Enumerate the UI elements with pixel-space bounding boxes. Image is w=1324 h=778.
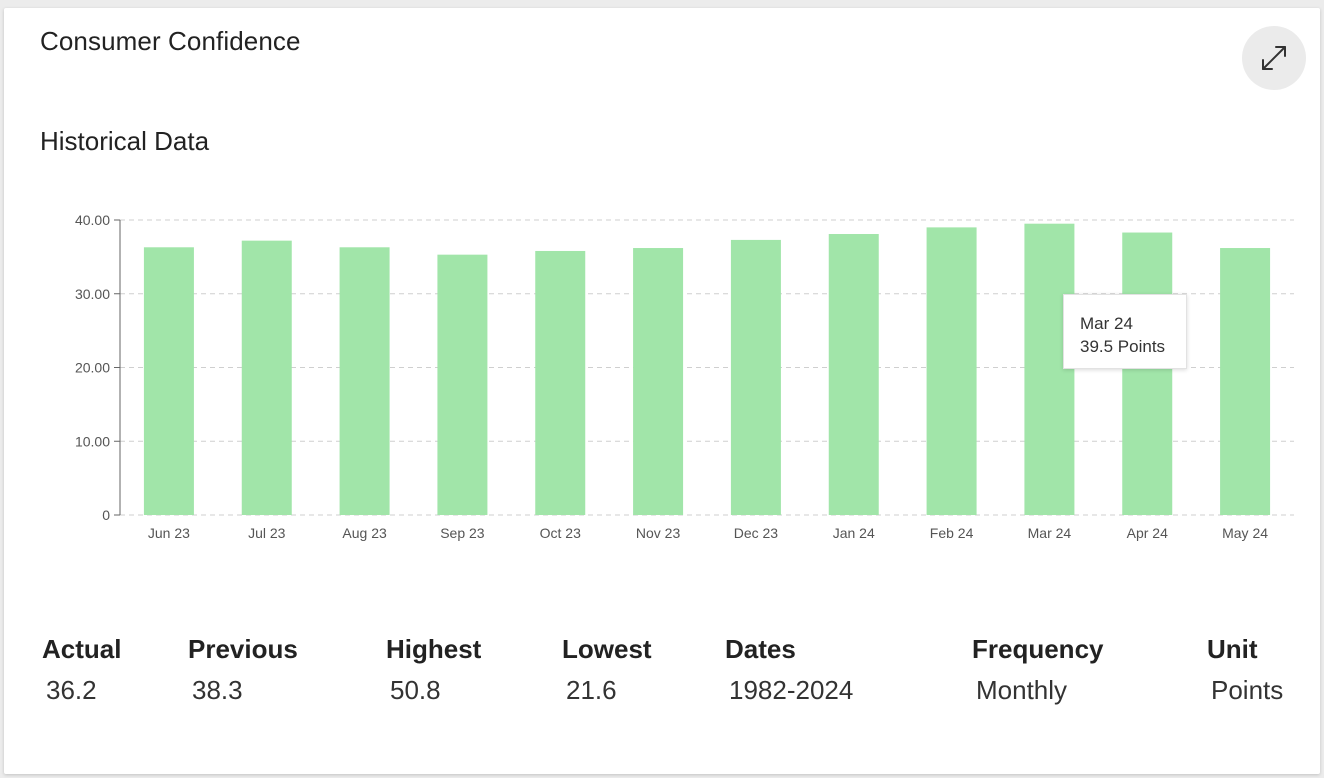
- bar: [437, 254, 488, 515]
- expand-button[interactable]: [1242, 26, 1306, 90]
- bar: [730, 239, 781, 515]
- expand-arrows-icon: [1262, 46, 1286, 70]
- bar: [339, 247, 390, 515]
- x-tick-label: Aug 23: [342, 525, 387, 541]
- y-tick-label: 10.00: [75, 433, 110, 449]
- tooltip-category: Mar 24: [1080, 314, 1133, 333]
- consumer-confidence-card: Consumer Confidence Historical Data 0 10.…: [4, 8, 1320, 774]
- card-title: Consumer Confidence: [40, 26, 301, 56]
- x-tick-label: Sep 23: [440, 525, 485, 541]
- x-tick-label: Jul 23: [248, 525, 286, 541]
- bar: [1024, 223, 1075, 515]
- section-title: Historical Data: [40, 126, 210, 156]
- stat-label: Frequency: [972, 634, 1104, 664]
- x-tick-label: May 24: [1222, 525, 1268, 541]
- x-tick-label: Oct 23: [540, 525, 581, 541]
- stat-actual: Actual 36.2: [42, 634, 121, 706]
- x-tick-label: Apr 24: [1127, 525, 1168, 541]
- stat-previous: Previous 38.3: [188, 634, 298, 706]
- stat-label: Lowest: [562, 634, 652, 664]
- stat-label: Highest: [386, 634, 482, 664]
- stat-value: 38.3: [192, 675, 243, 705]
- bar: [1220, 248, 1271, 515]
- x-tick-label: Mar 24: [1028, 525, 1072, 541]
- stat-frequency: Frequency Monthly: [972, 634, 1104, 706]
- stat-dates: Dates 1982-2024: [725, 634, 853, 706]
- y-tick-label: 0: [102, 507, 110, 523]
- x-tick-label: Nov 23: [636, 525, 681, 541]
- y-tick-label: 40.00: [75, 212, 110, 228]
- stats-row: Actual 36.2 Previous 38.3 Highest 50.8 L…: [4, 634, 1320, 734]
- stat-value: Points: [1211, 675, 1284, 705]
- x-tick-label: Feb 24: [930, 525, 974, 541]
- historical-data-bar-chart: 0 10.00 20.00 30.00 40.00 Jun 23 Jul 23 Aug 23 S…: [75, 212, 1294, 541]
- x-tick-label: Jun 23: [148, 525, 190, 541]
- stat-value: 21.6: [566, 675, 617, 705]
- y-tick-label: 20.00: [75, 360, 110, 376]
- stat-unit: Unit Points: [1207, 634, 1283, 706]
- bar: [241, 240, 292, 515]
- tooltip-value: 39.5 Points: [1080, 337, 1166, 356]
- stat-label: Actual: [42, 634, 122, 664]
- bar: [1122, 232, 1173, 515]
- stat-lowest: Lowest 21.6: [562, 634, 652, 706]
- x-tick-label: Dec 23: [734, 525, 779, 541]
- stat-label: Previous: [188, 634, 298, 664]
- bar: [926, 227, 977, 515]
- bar: [535, 250, 586, 515]
- bar: [143, 247, 194, 515]
- chart-tooltip: Mar 24 39.5 Points: [1063, 294, 1187, 369]
- stat-value: Monthly: [976, 675, 1068, 705]
- bar: [828, 234, 879, 515]
- stat-highest: Highest 50.8: [386, 634, 481, 706]
- y-tick-label: 30.00: [75, 286, 110, 302]
- stat-value: 50.8: [390, 675, 441, 705]
- stat-value: 36.2: [46, 675, 97, 705]
- x-tick-label: Jan 24: [833, 525, 875, 541]
- stat-label: Unit: [1207, 634, 1258, 664]
- stat-label: Dates: [725, 634, 796, 664]
- stat-value: 1982-2024: [729, 675, 854, 705]
- bar: [633, 248, 684, 515]
